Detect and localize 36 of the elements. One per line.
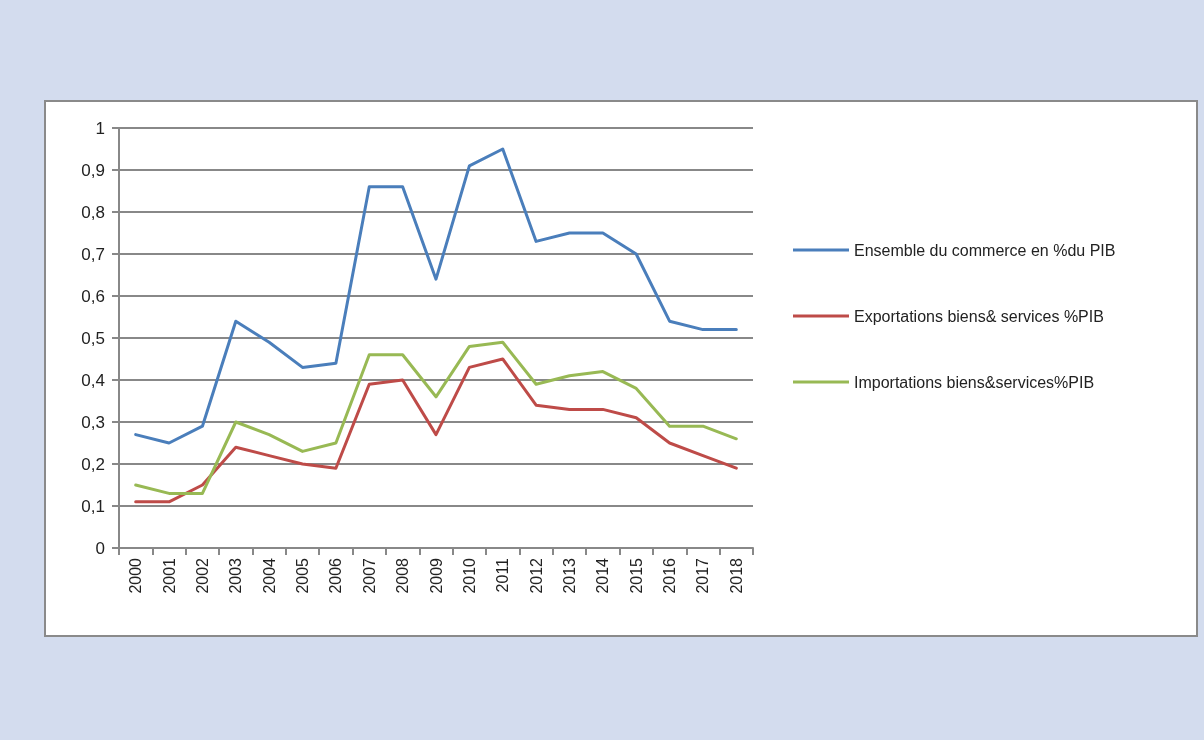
x-tick-label: 2008 (394, 557, 412, 594)
y-tick-label: 0,1 (81, 496, 105, 516)
x-tick-label: 2003 (227, 557, 245, 594)
x-tick-label: 2012 (527, 557, 545, 594)
y-tick-label: 0,9 (81, 160, 105, 180)
legend-label: Importations biens&services%PIB (854, 373, 1095, 391)
x-tick-label: 2004 (260, 557, 278, 594)
legend-label: Ensemble du commerce en %du PIB (854, 241, 1116, 259)
x-tick-label: 2018 (727, 557, 745, 594)
x-tick-label: 2002 (193, 557, 211, 594)
legend-label: Exportations biens& services %PIB (854, 307, 1104, 325)
x-tick-label: 2000 (127, 557, 145, 594)
y-tick-label: 1 (95, 118, 105, 138)
y-tick-label: 0,5 (81, 328, 105, 348)
x-tick-label: 2001 (160, 557, 178, 594)
x-tick-label: 2017 (694, 557, 712, 594)
line-series (134, 340, 738, 495)
x-tick-label: 2011 (494, 557, 512, 593)
x-tick-label: 2007 (360, 557, 378, 594)
y-tick-label: 0,3 (81, 412, 105, 432)
x-tick-label: 2010 (460, 557, 478, 594)
y-tick-label: 0 (95, 538, 105, 558)
x-tick-label: 2016 (661, 557, 679, 594)
y-tick-label: 0,6 (81, 286, 105, 306)
y-tick-label: 0,8 (81, 202, 105, 222)
x-tick-label: 2014 (594, 557, 612, 594)
y-tick-label: 0,2 (81, 454, 105, 474)
line-series (134, 147, 738, 445)
y-tick-label: 0,7 (81, 244, 105, 264)
x-tick-label: 2009 (427, 557, 445, 594)
y-tick-label: 0,4 (81, 370, 105, 390)
x-tick-label: 2015 (627, 557, 645, 594)
x-tick-label: 2013 (560, 557, 578, 594)
x-tick-label: 2005 (294, 557, 312, 594)
x-tick-label: 2006 (327, 557, 345, 594)
line-series (134, 357, 738, 504)
